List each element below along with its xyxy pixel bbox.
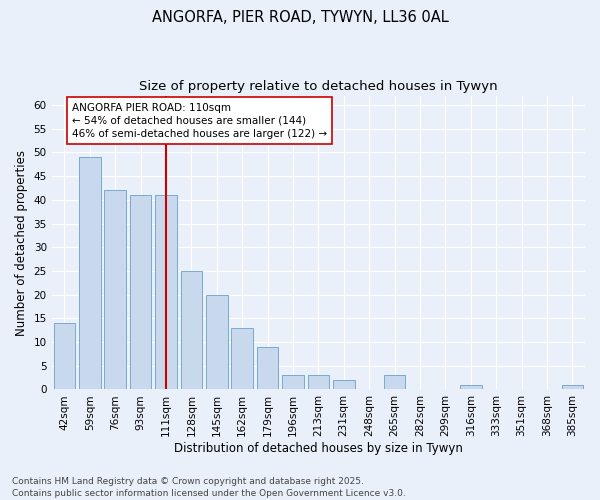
Bar bbox=[333, 380, 355, 390]
Bar bbox=[155, 195, 177, 390]
Bar bbox=[232, 328, 253, 390]
Bar bbox=[562, 384, 583, 390]
Bar bbox=[460, 384, 482, 390]
Bar bbox=[79, 157, 101, 390]
Bar bbox=[257, 347, 278, 390]
Text: ANGORFA, PIER ROAD, TYWYN, LL36 0AL: ANGORFA, PIER ROAD, TYWYN, LL36 0AL bbox=[152, 10, 448, 25]
Bar bbox=[384, 375, 406, 390]
Text: ANGORFA PIER ROAD: 110sqm
← 54% of detached houses are smaller (144)
46% of semi: ANGORFA PIER ROAD: 110sqm ← 54% of detac… bbox=[72, 102, 327, 139]
Y-axis label: Number of detached properties: Number of detached properties bbox=[15, 150, 28, 336]
Bar bbox=[104, 190, 126, 390]
Bar bbox=[308, 375, 329, 390]
Bar bbox=[130, 195, 151, 390]
Bar bbox=[181, 271, 202, 390]
Bar bbox=[53, 323, 75, 390]
Bar bbox=[206, 294, 227, 390]
Title: Size of property relative to detached houses in Tywyn: Size of property relative to detached ho… bbox=[139, 80, 497, 93]
Bar bbox=[282, 375, 304, 390]
X-axis label: Distribution of detached houses by size in Tywyn: Distribution of detached houses by size … bbox=[174, 442, 463, 455]
Text: Contains HM Land Registry data © Crown copyright and database right 2025.
Contai: Contains HM Land Registry data © Crown c… bbox=[12, 476, 406, 498]
